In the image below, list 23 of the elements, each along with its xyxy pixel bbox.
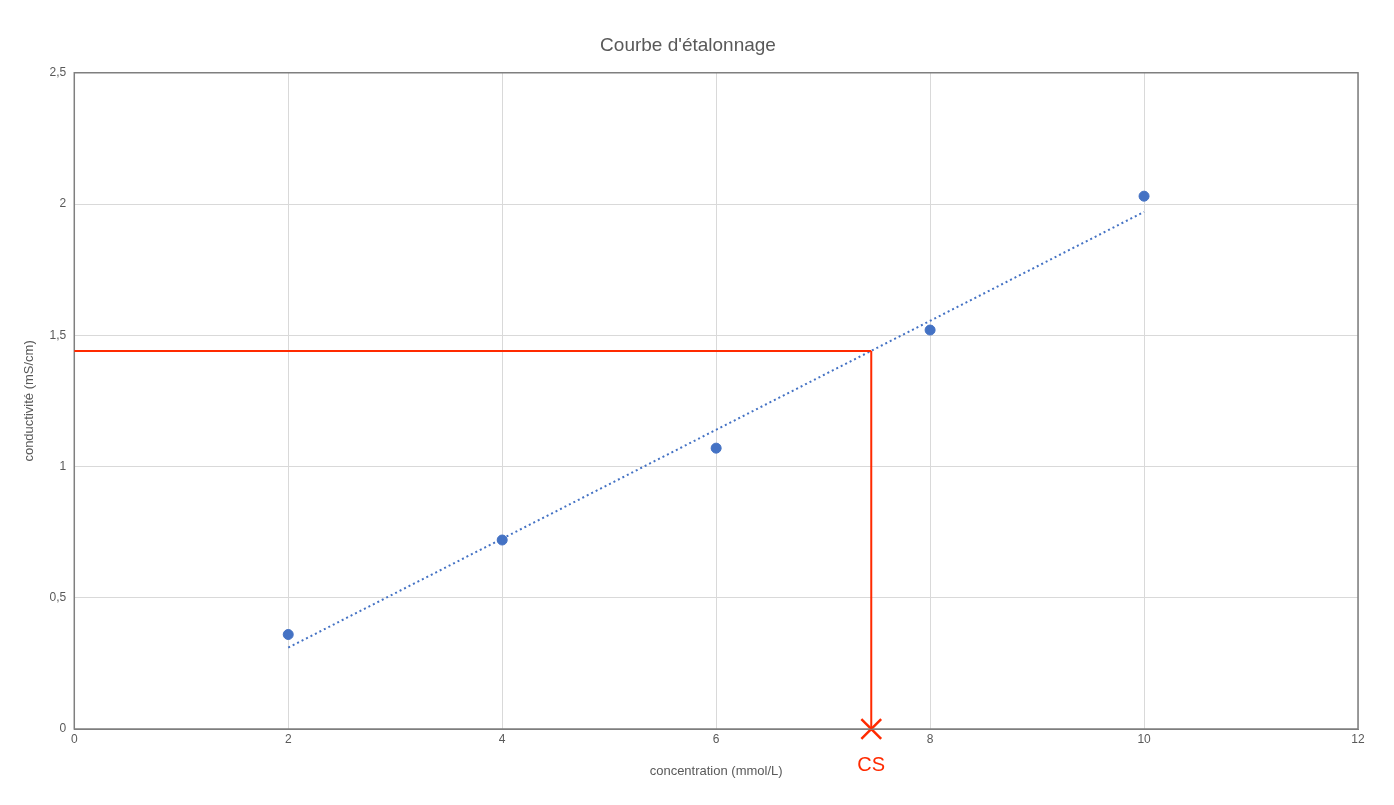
y-tick-label: 2: [59, 196, 67, 211]
x-tick-label: 4: [498, 731, 506, 746]
chart-title: Courbe d'étalonnage: [600, 33, 776, 55]
point: [1138, 190, 1150, 202]
annotation: CS: [857, 752, 886, 775]
x-axis-title: concentration (mmol/L): [649, 762, 783, 778]
x-tick-label: 12: [1351, 731, 1365, 746]
x-tick-label: 2: [284, 731, 292, 746]
y-axis-title: conductivité (mS/cm): [21, 340, 37, 462]
x-tick-label: 10: [1137, 731, 1152, 746]
point: [282, 629, 294, 641]
y-tick-label: 0: [59, 721, 67, 736]
y-tick-label: 2,5: [49, 65, 67, 80]
y-tick-label: 1,5: [49, 327, 67, 342]
y-tick-label: 0,5: [49, 590, 67, 605]
x-tick-label: 8: [926, 731, 934, 746]
point: [860, 717, 883, 741]
point: [924, 324, 936, 336]
point: [710, 442, 722, 454]
point: [496, 534, 508, 546]
x-tick-label: 6: [712, 731, 720, 746]
x-tick-label: 0: [70, 731, 78, 746]
y-tick-label: 1: [59, 458, 67, 473]
